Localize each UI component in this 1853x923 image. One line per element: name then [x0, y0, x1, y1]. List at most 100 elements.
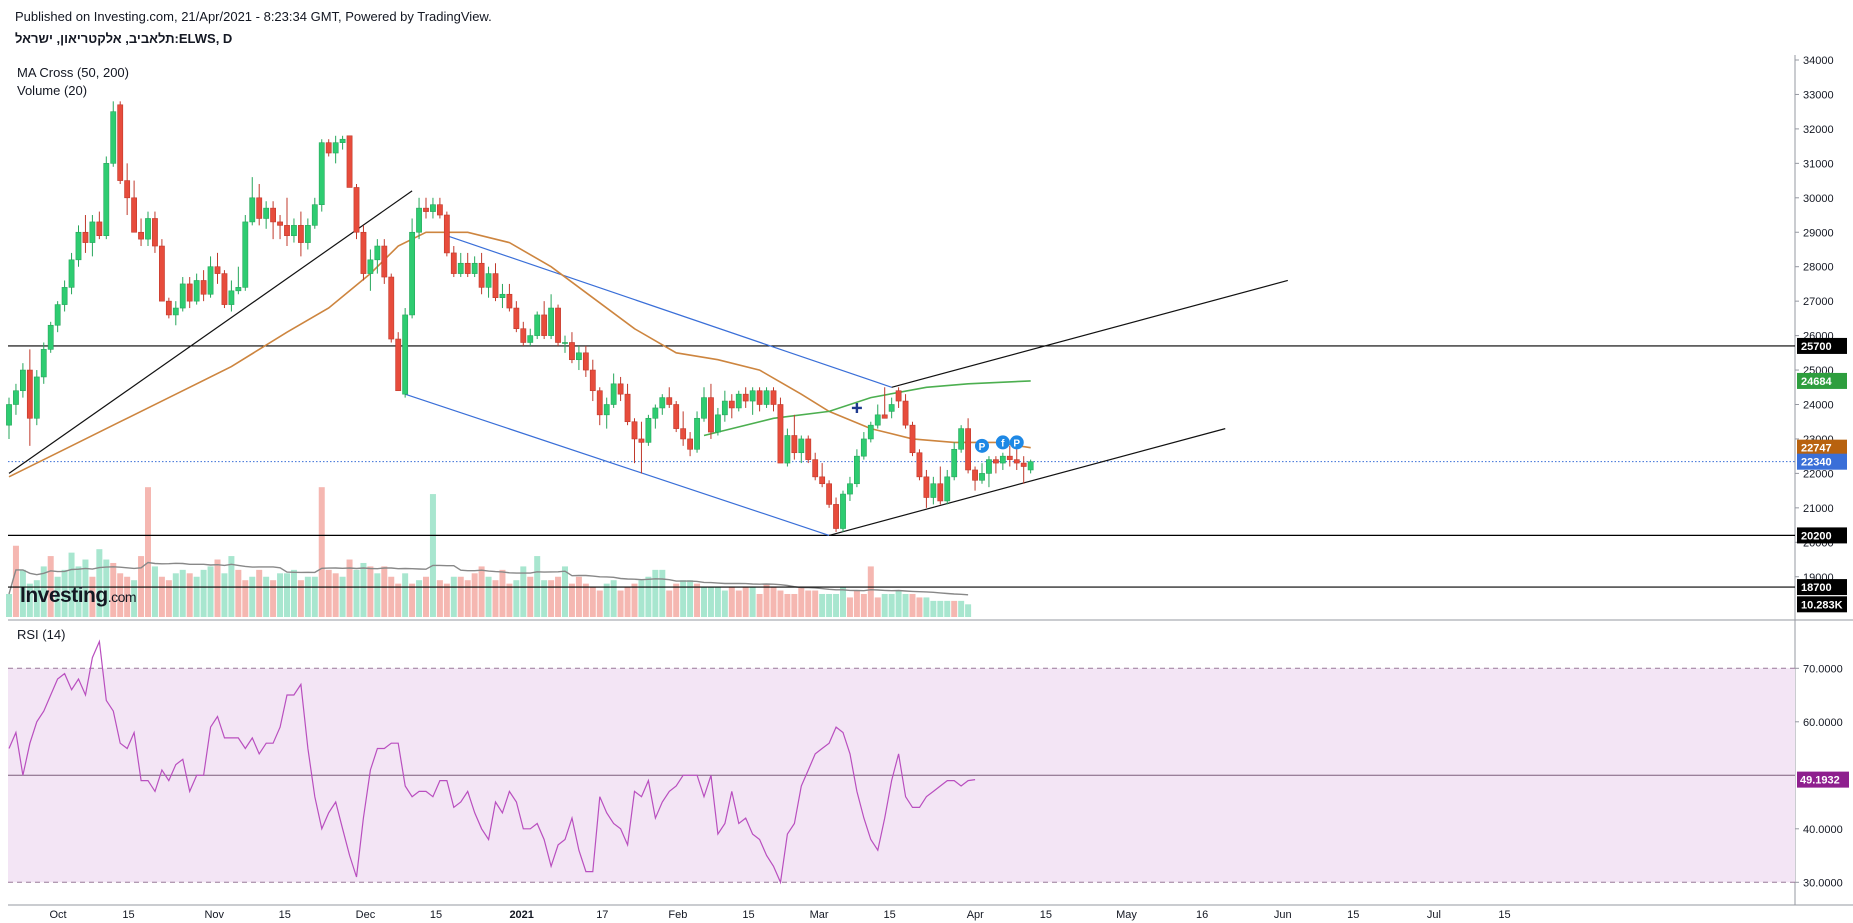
candle[interactable] — [131, 180, 137, 233]
volume-indicator-label[interactable]: Volume (20) — [17, 83, 88, 98]
candle[interactable] — [82, 215, 89, 253]
candle[interactable] — [798, 435, 805, 464]
candle[interactable] — [826, 480, 832, 508]
candle[interactable] — [694, 411, 700, 453]
candle[interactable] — [235, 266, 242, 295]
candle[interactable] — [805, 435, 812, 464]
candle[interactable] — [193, 273, 200, 305]
candle[interactable] — [687, 432, 693, 457]
candle[interactable] — [596, 387, 603, 426]
candle[interactable] — [562, 335, 568, 353]
candle[interactable] — [770, 387, 777, 412]
candle[interactable] — [680, 411, 687, 446]
event-badge[interactable] — [975, 438, 989, 453]
candle[interactable] — [214, 252, 221, 284]
candle[interactable] — [54, 301, 61, 333]
candle[interactable] — [478, 252, 485, 295]
candle[interactable] — [506, 283, 513, 312]
candle[interactable] — [138, 218, 144, 247]
candle[interactable] — [986, 456, 992, 488]
candle[interactable] — [874, 404, 881, 429]
candle[interactable] — [186, 277, 193, 309]
candle[interactable] — [388, 273, 395, 343]
candle[interactable] — [582, 345, 589, 377]
rsi-indicator-label[interactable]: RSI (14) — [17, 627, 66, 642]
candle[interactable] — [951, 442, 958, 481]
candle[interactable] — [61, 280, 68, 312]
candle[interactable] — [270, 201, 276, 240]
candle[interactable] — [999, 452, 1006, 470]
candle[interactable] — [610, 373, 617, 408]
candle[interactable] — [881, 387, 888, 419]
candle[interactable] — [812, 452, 819, 481]
candle[interactable] — [958, 425, 965, 453]
candle[interactable] — [513, 301, 520, 333]
candle[interactable] — [311, 197, 318, 229]
event-badge[interactable] — [1009, 435, 1024, 450]
candle[interactable] — [617, 376, 624, 402]
candle[interactable] — [937, 466, 944, 505]
candle[interactable] — [124, 163, 131, 216]
candle[interactable] — [457, 252, 464, 278]
candle[interactable] — [13, 383, 19, 415]
candle[interactable] — [221, 270, 228, 309]
candle[interactable] — [847, 476, 853, 501]
candle[interactable] — [833, 497, 839, 532]
candle[interactable] — [742, 387, 749, 408]
candle[interactable] — [152, 211, 158, 253]
candle[interactable] — [304, 218, 311, 250]
candle[interactable] — [40, 342, 47, 384]
candle[interactable] — [423, 197, 429, 219]
candle[interactable] — [569, 332, 575, 364]
candle[interactable] — [853, 449, 860, 488]
candle[interactable] — [207, 256, 214, 298]
candle[interactable] — [659, 394, 666, 415]
candle[interactable] — [291, 218, 297, 243]
candle[interactable] — [26, 349, 33, 446]
candle[interactable] — [992, 456, 999, 474]
candle[interactable] — [263, 201, 270, 229]
candle[interactable] — [75, 225, 82, 267]
candle[interactable] — [749, 387, 756, 415]
candle[interactable] — [638, 421, 645, 474]
candle[interactable] — [68, 252, 75, 295]
ma-cross-indicator-label[interactable]: MA Cross (50, 200) — [17, 65, 129, 80]
candle[interactable] — [673, 401, 680, 433]
candle[interactable] — [819, 463, 826, 488]
candle[interactable] — [534, 311, 541, 340]
candle[interactable] — [708, 383, 714, 439]
candle[interactable] — [944, 469, 951, 505]
candle[interactable] — [284, 197, 290, 247]
candle[interactable] — [714, 407, 721, 436]
candle[interactable] — [450, 246, 457, 278]
candle[interactable] — [381, 239, 388, 284]
candle[interactable] — [1013, 445, 1020, 470]
candle[interactable] — [492, 263, 499, 302]
candle[interactable] — [701, 387, 707, 422]
candle[interactable] — [117, 101, 124, 185]
candle[interactable] — [409, 218, 415, 319]
candle[interactable] — [867, 421, 874, 443]
candle[interactable] — [548, 294, 554, 340]
candle[interactable] — [624, 383, 631, 426]
candle[interactable] — [159, 239, 165, 302]
candle[interactable] — [256, 184, 263, 226]
candle[interactable] — [6, 397, 12, 439]
candle[interactable] — [902, 394, 909, 429]
candle[interactable] — [555, 304, 561, 346]
event-badge[interactable] — [995, 435, 1010, 450]
candle[interactable] — [541, 301, 548, 340]
candle[interactable] — [652, 404, 659, 429]
candle[interactable] — [527, 328, 534, 346]
candle[interactable] — [228, 280, 235, 312]
candle[interactable] — [277, 215, 283, 240]
candle[interactable] — [979, 463, 985, 484]
candle[interactable] — [916, 449, 923, 481]
candle[interactable] — [909, 421, 916, 457]
candle[interactable] — [33, 370, 40, 426]
candle[interactable] — [763, 387, 770, 408]
candle[interactable] — [96, 211, 103, 240]
candle[interactable] — [318, 139, 325, 212]
candle[interactable] — [416, 197, 422, 240]
candle[interactable] — [777, 397, 784, 464]
